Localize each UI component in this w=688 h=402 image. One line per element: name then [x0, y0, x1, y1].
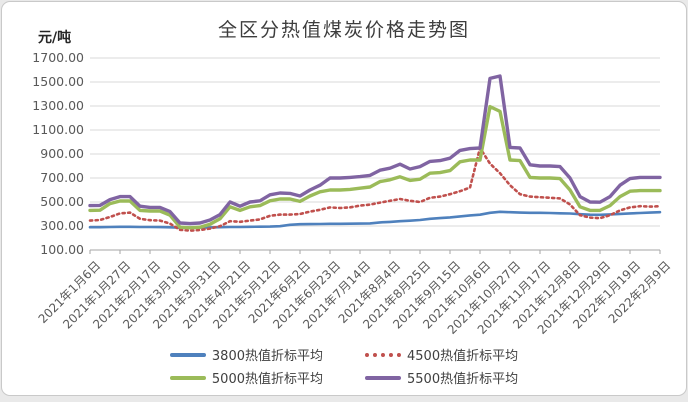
- y-axis-tick-label: 700.00: [40, 170, 84, 185]
- series-line-2: [88, 104, 662, 230]
- legend-marker-0: [169, 352, 206, 357]
- legend-item-3: 5500热值折标平均: [365, 368, 518, 387]
- legend-marker-2: [169, 375, 206, 380]
- y-axis-tick-label: 500.00: [40, 194, 84, 209]
- legend-label: 5000热值折标平均: [211, 372, 323, 387]
- chart-legend: 3800热值折标平均 4500热值折标平均 5000热值折标平均 5500热值折标平均: [0, 345, 688, 387]
- legend-label: 5500热值折标平均: [407, 372, 519, 387]
- legend-item-2: 5000热值折标平均: [169, 368, 323, 387]
- y-axis-tick-label: 1300.00: [32, 98, 84, 113]
- y-axis-tick-label: 1500.00: [32, 74, 84, 89]
- y-axis-tick-label: 100.00: [40, 242, 84, 257]
- y-axis-tick-label: 1100.00: [32, 122, 84, 137]
- legend-item-1: 4500热值折标平均: [365, 345, 518, 364]
- legend-label: 4500热值折标平均: [407, 349, 519, 364]
- chart-title: 全区分热值煤炭价格走势图: [217, 19, 470, 41]
- y-axis-tick-label: 1700.00: [32, 50, 84, 65]
- legend-item-0: 3800热值折标平均: [169, 345, 323, 364]
- series-line-1: [88, 146, 662, 232]
- y-axis-unit-label: 元/吨: [38, 30, 72, 46]
- legend-marker-1: [365, 352, 401, 357]
- legend-marker-3: [365, 375, 401, 380]
- y-axis-tick-label: 300.00: [40, 218, 84, 233]
- legend-label: 3800热值折标平均: [211, 349, 323, 364]
- y-axis-tick-label: 900.00: [40, 146, 84, 161]
- series-line-3: [88, 74, 662, 226]
